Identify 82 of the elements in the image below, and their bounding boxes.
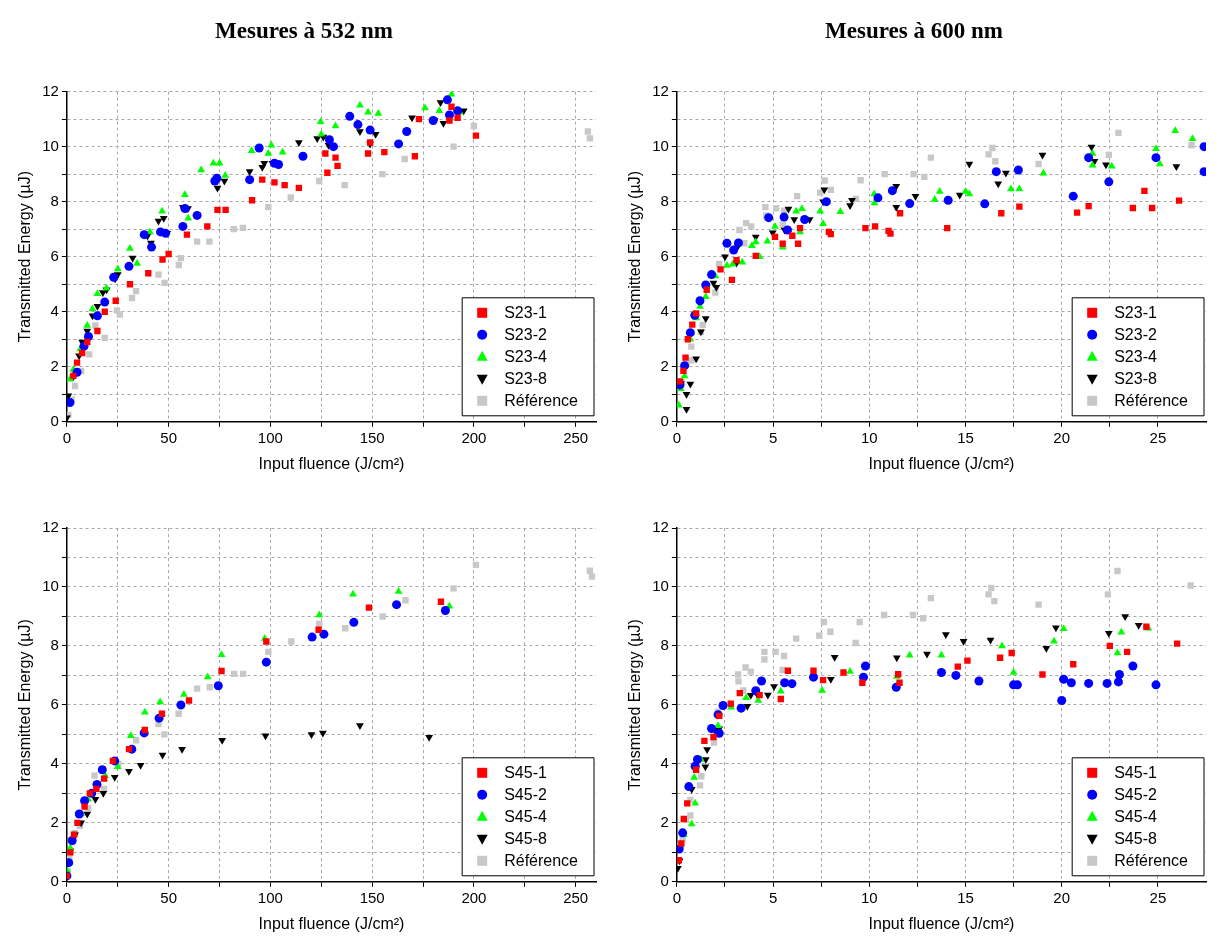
- x-tick-label: 0: [62, 428, 72, 446]
- x-tick-label: 250: [563, 888, 589, 906]
- legend-label: S23-8: [504, 370, 547, 388]
- chart-title: Mesures à 532 nm: [215, 17, 393, 43]
- y-tick-label: 10: [42, 577, 59, 595]
- x-axis-title: Input fluence (J/cm²): [868, 454, 1015, 472]
- x-tick-label: 200: [461, 428, 487, 446]
- legend-label: S45-1: [1114, 764, 1157, 782]
- y-tick-label: 6: [50, 246, 59, 264]
- x-tick-label: 20: [1053, 888, 1071, 906]
- y-tick-label: 2: [660, 812, 669, 830]
- y-tick-label: 12: [652, 81, 669, 99]
- x-tick-label: 10: [860, 428, 878, 446]
- y-axis-title: Transmitted Energy (µJ): [626, 171, 644, 343]
- y-tick-label: 8: [660, 191, 669, 209]
- x-tick-label: 10: [860, 888, 878, 906]
- x-tick-label: 5: [768, 428, 778, 446]
- legend-label: S45-2: [1114, 786, 1157, 804]
- y-tick-label: 2: [50, 812, 59, 830]
- y-tick-label: 6: [660, 246, 669, 264]
- y-tick-label: 12: [652, 518, 669, 536]
- legend-label: S23-4: [1114, 348, 1157, 366]
- legend-label: S45-2: [504, 786, 547, 804]
- y-axis-title: Transmitted Energy (µJ): [16, 171, 34, 343]
- legend-label: Référence: [504, 392, 579, 410]
- x-tick-label: 0: [672, 888, 682, 906]
- legend-label: S45-4: [1114, 808, 1157, 826]
- x-tick-label: 100: [257, 888, 283, 906]
- legend-label: S45-8: [1114, 830, 1157, 848]
- legend-label: S23-2: [504, 326, 547, 344]
- x-tick-label: 250: [563, 428, 589, 446]
- legend-label: S45-1: [504, 764, 547, 782]
- x-tick-label: 5: [768, 888, 778, 906]
- y-axis-title: Transmitted Energy (µJ): [626, 619, 644, 791]
- y-tick-label: 0: [660, 871, 669, 889]
- x-tick-label: 15: [957, 888, 974, 906]
- y-tick-label: 0: [50, 411, 59, 429]
- legend-label: Référence: [1114, 852, 1189, 870]
- x-axis-title: Input fluence (J/cm²): [258, 454, 405, 472]
- legend-label: S45-8: [504, 830, 547, 848]
- y-tick-label: 0: [660, 411, 669, 429]
- x-tick-label: 25: [1149, 428, 1167, 446]
- y-tick-label: 4: [660, 301, 669, 319]
- legend-label: S23-8: [1114, 370, 1157, 388]
- y-tick-label: 2: [50, 356, 59, 374]
- legend-label: S45-4: [504, 808, 547, 826]
- legend-label: S23-4: [504, 348, 547, 366]
- legend-label: S23-2: [1114, 326, 1157, 344]
- y-tick-label: 10: [42, 136, 59, 154]
- chart-title: Mesures à 600 nm: [825, 17, 1003, 43]
- y-tick-label: 8: [50, 191, 59, 209]
- y-axis-title: Transmitted Energy (µJ): [16, 619, 34, 791]
- y-tick-label: 8: [660, 636, 669, 654]
- y-tick-label: 10: [652, 136, 669, 154]
- x-tick-label: 150: [359, 428, 385, 446]
- y-tick-label: 4: [50, 301, 59, 319]
- x-axis-title: Input fluence (J/cm²): [258, 914, 405, 932]
- x-tick-label: 50: [160, 428, 177, 446]
- y-tick-label: 2: [660, 356, 669, 374]
- y-tick-label: 6: [660, 695, 669, 713]
- y-tick-label: 12: [42, 518, 59, 536]
- y-tick-label: 4: [50, 754, 59, 772]
- x-tick-label: 15: [957, 428, 974, 446]
- legend-label: Référence: [1114, 392, 1189, 410]
- legend-label: Référence: [504, 852, 579, 870]
- y-tick-label: 0: [50, 871, 59, 889]
- x-axis-title: Input fluence (J/cm²): [868, 914, 1015, 932]
- x-tick-label: 0: [672, 428, 682, 446]
- y-tick-label: 10: [652, 577, 669, 595]
- x-tick-label: 50: [160, 888, 177, 906]
- x-tick-label: 100: [257, 428, 283, 446]
- y-tick-label: 6: [50, 695, 59, 713]
- x-tick-label: 0: [62, 888, 72, 906]
- y-tick-label: 12: [42, 81, 59, 99]
- legend-label: S23-1: [1114, 304, 1157, 322]
- x-tick-label: 200: [461, 888, 487, 906]
- y-tick-label: 8: [50, 636, 59, 654]
- x-tick-label: 20: [1053, 428, 1071, 446]
- x-tick-label: 150: [359, 888, 385, 906]
- legend-label: S23-1: [504, 304, 547, 322]
- y-tick-label: 4: [660, 754, 669, 772]
- x-tick-label: 25: [1149, 888, 1167, 906]
